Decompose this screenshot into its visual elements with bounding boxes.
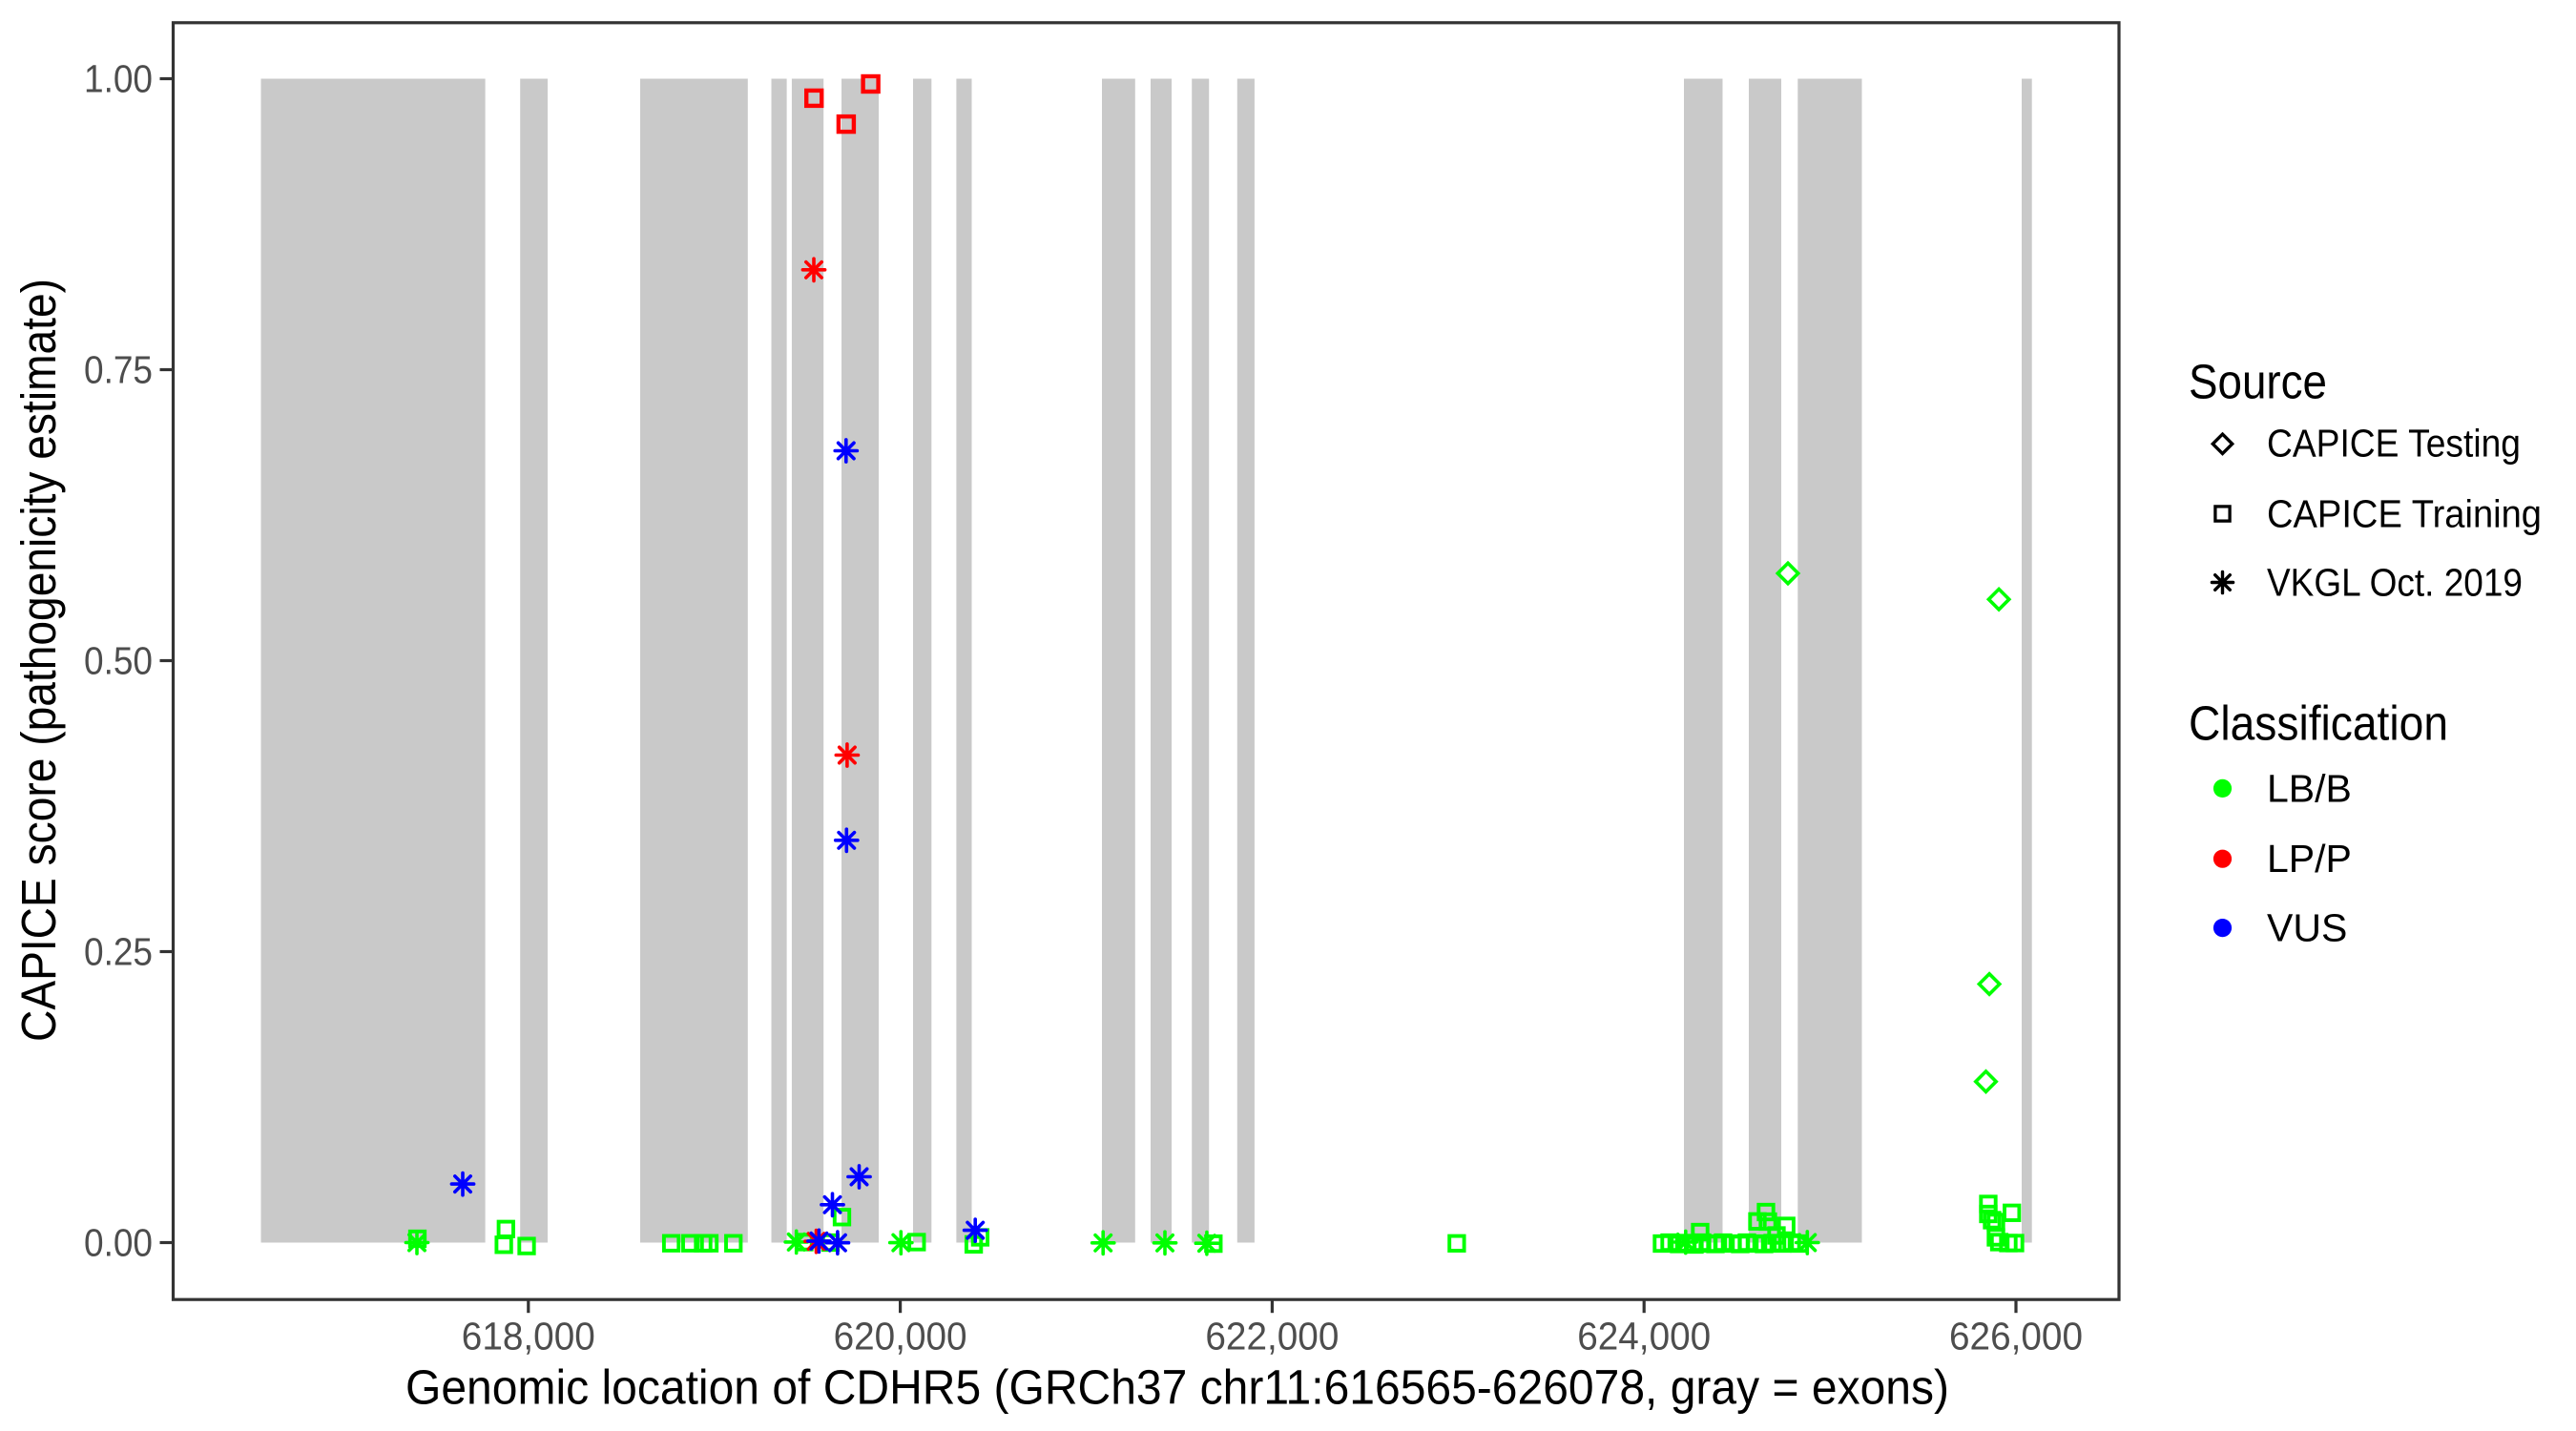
svg-text:VKGL Oct. 2019: VKGL Oct. 2019 (2267, 561, 2523, 605)
svg-text:0.00: 0.00 (84, 1221, 153, 1265)
svg-text:1.00: 1.00 (84, 57, 153, 101)
svg-text:LP/P: LP/P (2267, 837, 2352, 881)
svg-text:Genomic location of CDHR5 (GRC: Genomic location of CDHR5 (GRCh37 chr11:… (405, 1360, 1949, 1415)
svg-text:620,000: 620,000 (834, 1315, 967, 1358)
svg-text:622,000: 622,000 (1205, 1315, 1339, 1358)
svg-text:0.75: 0.75 (84, 348, 153, 392)
svg-text:618,000: 618,000 (462, 1315, 595, 1358)
svg-text:0.50: 0.50 (84, 639, 153, 683)
svg-text:624,000: 624,000 (1577, 1315, 1711, 1358)
svg-text:Classification: Classification (2189, 696, 2448, 751)
svg-text:CAPICE Testing: CAPICE Testing (2267, 422, 2521, 466)
svg-text:VUS: VUS (2267, 906, 2347, 950)
svg-text:Source: Source (2189, 355, 2327, 409)
svg-text:626,000: 626,000 (1949, 1315, 2083, 1358)
svg-text:LB/B: LB/B (2267, 766, 2352, 810)
svg-text:CAPICE score (pathogenicity es: CAPICE score (pathogenicity estimate) (11, 279, 66, 1042)
svg-text:CAPICE Training: CAPICE Training (2267, 492, 2542, 536)
svg-text:0.25: 0.25 (84, 930, 153, 974)
